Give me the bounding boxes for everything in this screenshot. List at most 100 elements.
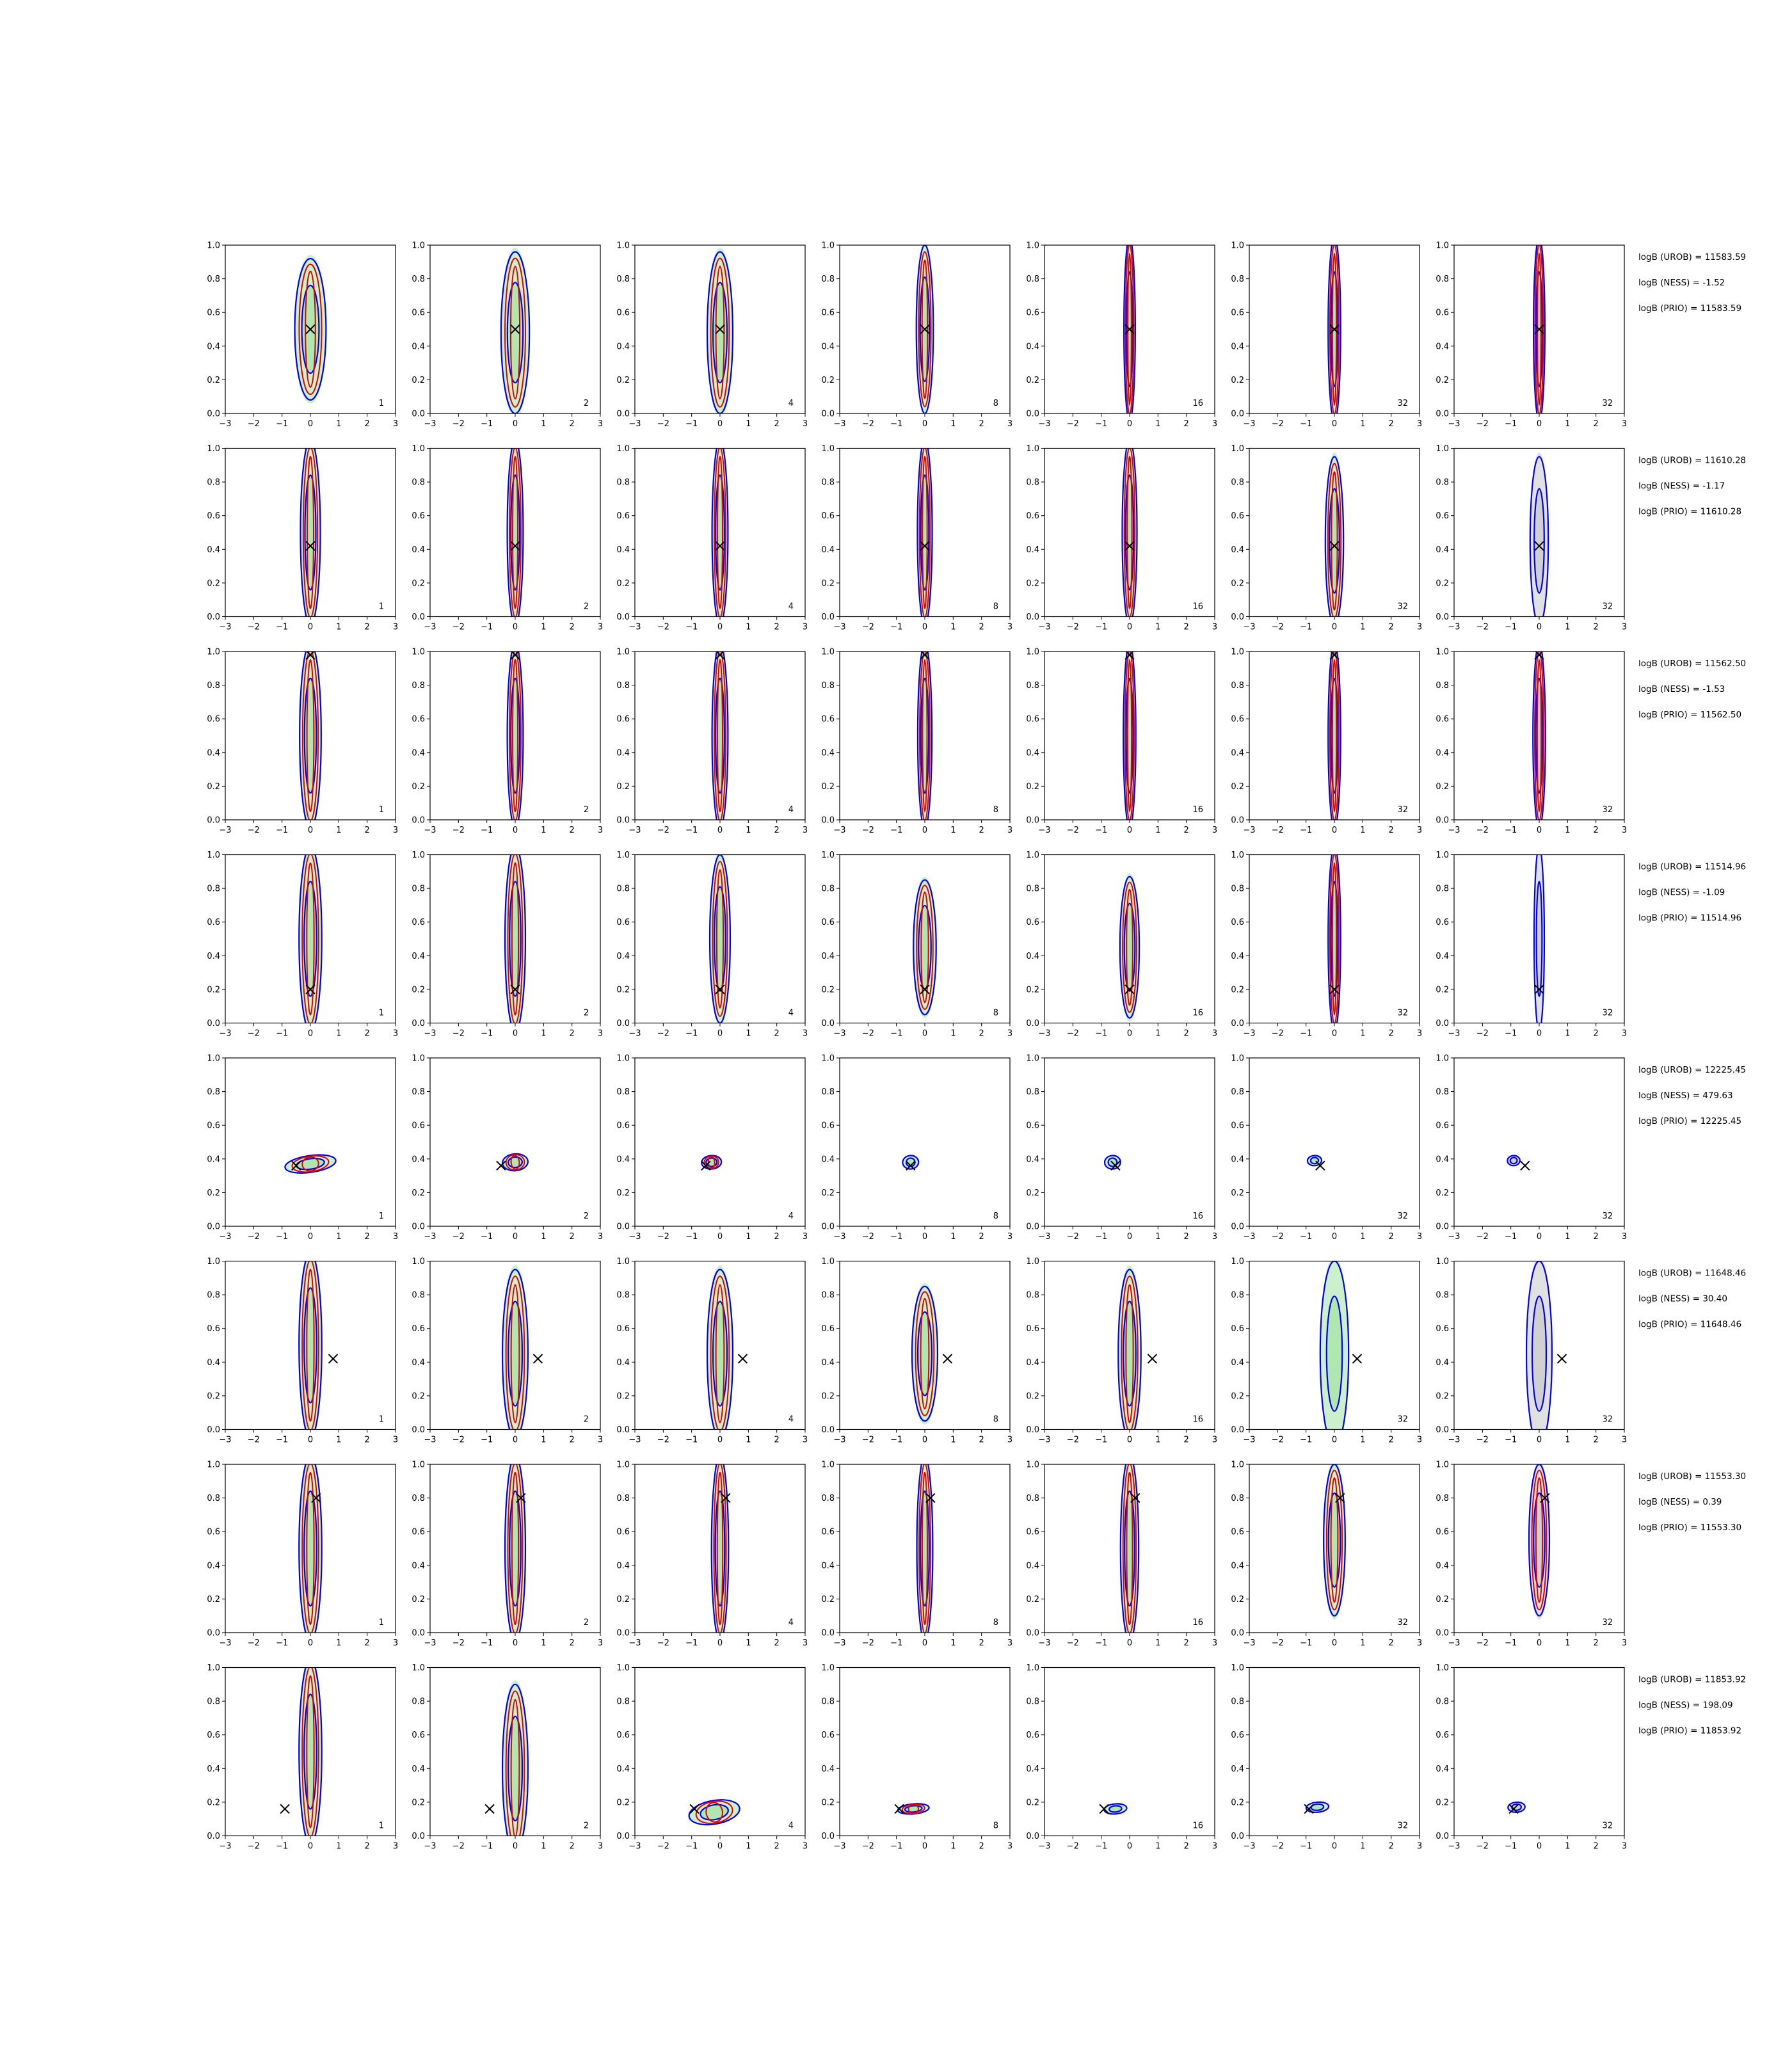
x-tick-label: −1 — [276, 826, 288, 835]
red-contour-outer — [712, 861, 728, 1017]
red-contour-inner — [1127, 252, 1132, 406]
x-tick-label: 2 — [1184, 1232, 1189, 1242]
panel-label: 32 — [1397, 1618, 1408, 1628]
y-tick-label: 0.8 — [616, 478, 630, 488]
x-tick-label: 3 — [803, 623, 808, 632]
blue-contour-outer — [294, 257, 327, 401]
y-tick-label: 1.0 — [1436, 851, 1449, 860]
y-tick-label: 0.6 — [616, 1528, 630, 1537]
red-contour-outer — [710, 257, 730, 408]
score-text: logB (NESS) = -1.17 — [1638, 481, 1725, 492]
y-tick-label: 0.4 — [821, 342, 835, 351]
panel-plot-area — [708, 854, 732, 1023]
x-tick-label: −2 — [1067, 1436, 1079, 1445]
x-tick-label: 2 — [570, 826, 575, 835]
panel-label: 2 — [584, 399, 589, 408]
panel-r7-c6: −3 −2 −1 0 1 2 3 0.0 0.2 0.4 0.6 0.8 1.0 32 — [1231, 1460, 1422, 1649]
x-tick-label: 2 — [774, 1842, 780, 1852]
red-contour-outer — [301, 1667, 319, 1836]
blue-contour-outer — [1528, 1464, 1551, 1617]
y-tick-label: 0.6 — [412, 308, 425, 318]
score-text: logB (PRIO) = 11583.59 — [1638, 303, 1741, 314]
panel-plot-area — [1119, 873, 1140, 1022]
x-tick-label: −1 — [685, 1029, 698, 1039]
density-fill-outer — [284, 1154, 337, 1174]
y-tick-label: 0.6 — [1436, 308, 1449, 318]
y-tick-label: 1.0 — [1026, 648, 1039, 657]
red-contour-inner — [512, 659, 518, 813]
x-tick-label: −1 — [1300, 1029, 1312, 1039]
x-tick-label: −3 — [1448, 1436, 1460, 1445]
x-tick-label: 0 — [922, 1232, 927, 1242]
density-fill-outer — [917, 652, 932, 820]
x-tick-label: 2 — [570, 1029, 575, 1039]
x-tick-label: 2 — [1594, 419, 1599, 429]
panel-r6-c7: −3 −2 −1 0 1 2 3 0.0 0.2 0.4 0.6 0.8 1.0 32 — [1436, 1257, 1627, 1445]
blue-contour-outer — [915, 245, 934, 413]
panel-label: 1 — [379, 399, 384, 408]
x-tick-label: 3 — [598, 623, 603, 632]
y-tick-label: 0.6 — [207, 511, 220, 521]
x-tick-label: 1 — [541, 419, 546, 429]
y-tick-label: 0.0 — [616, 410, 630, 419]
x-tick-label: 0 — [1332, 1029, 1337, 1039]
y-tick-label: 0.0 — [207, 1425, 220, 1435]
panel-r4-c3: −3 −2 −1 0 1 2 3 0.0 0.2 0.4 0.6 0.8 1.0 4 — [616, 851, 808, 1039]
panel-plot-area — [1528, 1464, 1551, 1620]
y-tick-label: 0.0 — [1436, 410, 1449, 419]
x-tick-label: 3 — [803, 1029, 808, 1039]
panel-label: 32 — [1602, 1618, 1613, 1628]
x-tick-label: 1 — [336, 419, 341, 429]
panel-frame — [634, 1057, 806, 1227]
truth-marker — [1130, 1492, 1140, 1503]
y-tick-label: 0.2 — [207, 1595, 220, 1604]
truth-marker — [1534, 324, 1544, 335]
y-tick-label: 0.8 — [207, 681, 220, 691]
x-tick-label: 0 — [717, 1436, 723, 1445]
density-fill-outer — [1507, 1155, 1521, 1166]
x-tick-label: −2 — [1067, 1842, 1079, 1852]
x-tick-label: 2 — [365, 1232, 370, 1242]
y-tick-label: 0.4 — [616, 748, 630, 758]
y-tick-label: 0.6 — [616, 308, 630, 318]
x-tick-label: −2 — [452, 1638, 465, 1648]
panel-frame — [429, 1057, 601, 1227]
y-tick-label: 0.6 — [412, 918, 425, 927]
blue-contour-outer — [1103, 1155, 1121, 1170]
x-tick-label: 2 — [774, 623, 780, 632]
panel-label: 32 — [1602, 1415, 1613, 1425]
score-text: logB (UROB) = 11648.46 — [1638, 1268, 1746, 1279]
x-tick-label: 1 — [1360, 1436, 1365, 1445]
panel-label: 8 — [993, 1009, 998, 1018]
x-tick-label: 3 — [1212, 1232, 1217, 1242]
density-fill-outer — [1526, 1261, 1553, 1430]
panel-r4-c7: −3 −2 −1 0 1 2 3 0.0 0.2 0.4 0.6 0.8 1.0 32 — [1436, 851, 1627, 1039]
y-tick-label: 1.0 — [207, 648, 220, 657]
x-tick-label: 1 — [336, 1029, 341, 1039]
panel-r2-c3: −3 −2 −1 0 1 2 3 0.0 0.2 0.4 0.6 0.8 1.0 4 — [616, 444, 808, 632]
density-fill-outer — [1532, 652, 1546, 820]
x-tick-label: 1 — [1155, 1232, 1160, 1242]
truth-marker — [920, 324, 930, 335]
x-tick-label: 3 — [598, 826, 603, 835]
x-tick-label: 1 — [1360, 1842, 1365, 1852]
x-tick-label: −3 — [424, 1029, 436, 1039]
panel-r2-c6: −3 −2 −1 0 1 2 3 0.0 0.2 0.4 0.6 0.8 1.0 32 — [1231, 444, 1422, 632]
panel-r2-c7: −3 −2 −1 0 1 2 3 0.0 0.2 0.4 0.6 0.8 1.0 32 — [1436, 444, 1627, 632]
panel-r2-c2: −3 −2 −1 0 1 2 3 0.0 0.2 0.4 0.6 0.8 1.0 2 — [412, 444, 603, 632]
y-tick-label: 0.6 — [821, 511, 835, 521]
x-tick-label: 0 — [1537, 1842, 1542, 1852]
y-tick-label: 0.2 — [1026, 579, 1039, 588]
panel-r1-c2: −3 −2 −1 0 1 2 3 0.0 0.2 0.4 0.6 0.8 1.0 2 — [412, 241, 603, 429]
y-tick-label: 0.8 — [207, 1087, 220, 1097]
panel-r1-c5: −3 −2 −1 0 1 2 3 0.0 0.2 0.4 0.6 0.8 1.0 16 — [1026, 241, 1217, 429]
x-tick-label: −1 — [890, 1842, 902, 1852]
x-tick-label: −1 — [1300, 826, 1312, 835]
y-tick-label: 0.8 — [1231, 884, 1244, 894]
x-tick-label: 1 — [1565, 623, 1570, 632]
x-tick-label: 1 — [1155, 1638, 1160, 1648]
x-tick-label: 0 — [308, 419, 313, 429]
blue-contour-inner — [1126, 271, 1133, 388]
x-tick-label: −3 — [1243, 826, 1255, 835]
truth-marker — [1124, 541, 1135, 551]
